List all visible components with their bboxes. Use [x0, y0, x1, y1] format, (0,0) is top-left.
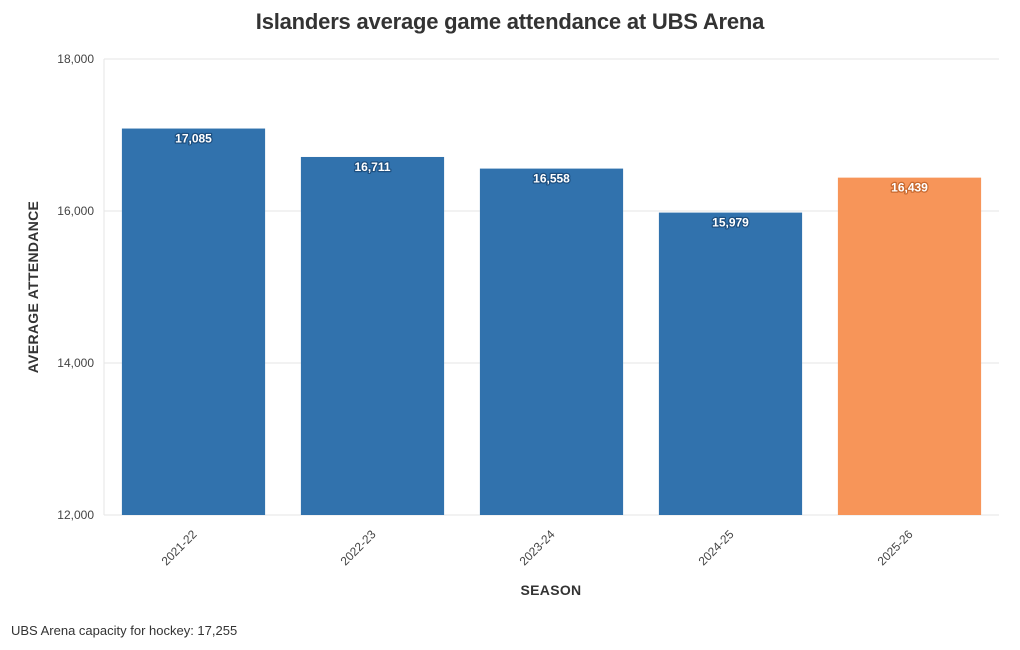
y-tick-label: 14,000	[57, 356, 94, 370]
bars	[121, 128, 982, 516]
chart-title: Islanders average game attendance at UBS…	[255, 9, 765, 34]
data-label-2024-25: 15,979	[712, 216, 749, 230]
data-label-2022-23: 16,711	[354, 160, 390, 174]
x-tick-label-2024-25: 2024-25	[696, 527, 737, 568]
bar-2022-23[interactable]	[300, 156, 445, 516]
x-tick-label-2022-23: 2022-23	[338, 527, 379, 568]
data-label-2025-26: 16,439	[891, 181, 928, 195]
data-label-2023-24: 16,558	[533, 172, 570, 186]
bar-2024-25[interactable]	[658, 212, 803, 515]
y-axis-ticks: 12,000 14,000 16,000 18,000	[57, 52, 94, 522]
data-labels: 17,085 16,711 16,558 15,979 16,439	[174, 130, 930, 231]
x-tick-label-2025-26: 2025-26	[875, 527, 916, 568]
y-tick-label: 12,000	[57, 508, 94, 522]
x-tick-label-2021-22: 2021-22	[159, 527, 200, 568]
bar-2023-24[interactable]	[479, 168, 624, 516]
y-tick-label: 18,000	[57, 52, 94, 66]
x-axis-ticks: 2021-22 2022-23 2023-24 2024-25 2025-26	[159, 527, 916, 568]
bar-2021-22[interactable]	[121, 128, 266, 516]
x-axis-title: SEASON	[521, 582, 582, 598]
y-axis-title: AVERAGE ATTENDANCE	[25, 201, 41, 373]
y-tick-label: 16,000	[57, 204, 94, 218]
data-label-2021-22: 17,085	[175, 132, 212, 146]
bar-2025-26[interactable]	[837, 177, 982, 516]
x-tick-label-2023-24: 2023-24	[517, 527, 558, 568]
footnote: UBS Arena capacity for hockey: 17,255	[11, 623, 238, 638]
